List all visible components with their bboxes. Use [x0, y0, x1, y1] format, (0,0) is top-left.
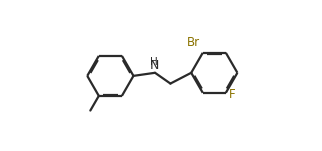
Text: N: N	[149, 59, 159, 72]
Text: F: F	[229, 88, 236, 101]
Text: H: H	[150, 57, 158, 67]
Text: Br: Br	[186, 36, 200, 49]
